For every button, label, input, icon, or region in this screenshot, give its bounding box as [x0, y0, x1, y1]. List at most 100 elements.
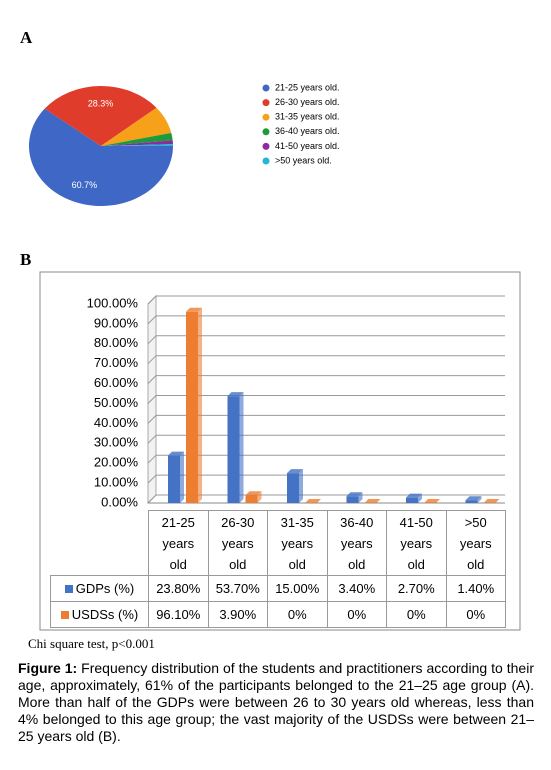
y-tick-label: 70.00% [94, 355, 139, 370]
y-tick-label: 100.00% [87, 295, 139, 310]
bar-side [198, 307, 202, 503]
y-tick-label: 30.00% [94, 435, 139, 450]
y-tick-label: 10.00% [94, 475, 139, 490]
table-series: GDPs (%) [50, 575, 149, 602]
y-tick-label: 20.00% [94, 455, 139, 470]
bar-side [180, 451, 184, 503]
pie-slice [28, 108, 173, 206]
bar [227, 396, 240, 503]
bar-top [245, 491, 262, 496]
bar-side [477, 496, 482, 503]
legend-swatch [262, 113, 270, 121]
grid-line [147, 355, 505, 365]
table-value: 3.40% [326, 575, 387, 602]
charts: 60.7% 21-25 years old. 28.3% 26-30 years ol… [28, 82, 521, 631]
slice-label: 60.7% [72, 180, 98, 190]
grid-line [147, 335, 505, 345]
y-tick-label: 60.00% [94, 375, 139, 390]
bar [168, 455, 180, 503]
grid-line [147, 494, 505, 504]
table-value: 0% [267, 601, 328, 628]
legend-label: USDSs (%) [71, 607, 139, 622]
bar-top [406, 493, 422, 498]
table-category: 31-35 years old [267, 510, 328, 576]
bar-top [287, 469, 303, 474]
legend-label: 41-50 years old. [275, 141, 340, 151]
y-tick-label: 80.00% [94, 335, 139, 350]
pie-slice [101, 144, 173, 146]
table-category: >50 years old [445, 510, 506, 576]
legend-swatch [262, 128, 270, 136]
bar-side [257, 491, 262, 503]
bar-top [227, 392, 244, 397]
bar-side [358, 492, 363, 503]
legend-swatch [60, 610, 69, 619]
y-tick-label: 90.00% [94, 315, 139, 330]
caption-label: Figure 1: [18, 660, 78, 676]
grid-line [147, 395, 505, 404]
caption-text: Frequency distribution of the students a… [18, 660, 534, 744]
y-tick-label: 50.00% [94, 395, 139, 410]
caption: Figure 1: Frequency distribution of the … [18, 660, 534, 745]
pie-slice [44, 85, 157, 146]
grid-line [147, 474, 505, 484]
legend-label: 36-40 years old. [275, 126, 340, 136]
table-category: 21-25 years old [148, 510, 209, 576]
bar [186, 311, 198, 503]
bar-top [424, 499, 440, 503]
table-value: 23.80% [148, 575, 209, 602]
table-value: 96.10% [148, 601, 209, 628]
bar-top [483, 499, 500, 503]
table-category: 41-50 years old [386, 510, 447, 576]
grid-line [147, 454, 505, 464]
legend-swatch [262, 157, 270, 165]
note: Chi square test, p<0.001 [28, 636, 155, 651]
table-value: 0% [326, 601, 387, 628]
y-tick-label: 40.00% [94, 415, 139, 430]
y-tick-label: 0.00% [101, 494, 138, 509]
grid-line [147, 375, 505, 384]
bar-top [346, 492, 363, 497]
bar [245, 495, 258, 503]
legend-swatch [64, 584, 73, 593]
legend-label: 21-25 years old. [275, 82, 340, 92]
table-value: 0% [386, 601, 447, 628]
bar-side [418, 493, 422, 503]
table-category: 36-40 years old [326, 510, 387, 576]
slice-label: 28.3% [88, 98, 114, 108]
bar-side [239, 392, 244, 503]
legend-swatch [262, 142, 270, 150]
grid-line [147, 315, 505, 325]
bar-top [305, 499, 321, 503]
legend-label: >50 years old. [275, 155, 332, 165]
panel-label: B [20, 250, 32, 269]
table-series: USDSs (%) [50, 601, 149, 628]
bar [406, 497, 418, 503]
table-value: 15.00% [267, 575, 328, 602]
legend-swatch [262, 84, 270, 92]
pie-slice [101, 107, 172, 146]
legend-label: 31-35 years old. [275, 112, 340, 122]
table-category: 26-30 years old [207, 510, 268, 576]
bar [346, 496, 359, 503]
table-value: 0% [445, 601, 506, 628]
bar-top [186, 307, 202, 312]
grid-line [147, 295, 505, 305]
table-value: 1.40% [445, 575, 506, 602]
table-value: 3.90% [207, 601, 268, 628]
pie-slice [101, 132, 173, 146]
pie-slice [101, 140, 173, 146]
grid-line [147, 434, 505, 444]
table-value: 53.70% [207, 575, 268, 602]
bar [287, 473, 299, 503]
table-value: 2.70% [386, 575, 447, 602]
bar-top [168, 451, 184, 456]
bar-top [465, 496, 482, 501]
legend-label: GDPs (%) [75, 581, 135, 596]
bar [465, 500, 478, 503]
panel-label: A [20, 28, 33, 47]
bar-side [299, 469, 303, 503]
grid-line [147, 414, 505, 424]
legend-label: 26-30 years old. [275, 97, 340, 107]
